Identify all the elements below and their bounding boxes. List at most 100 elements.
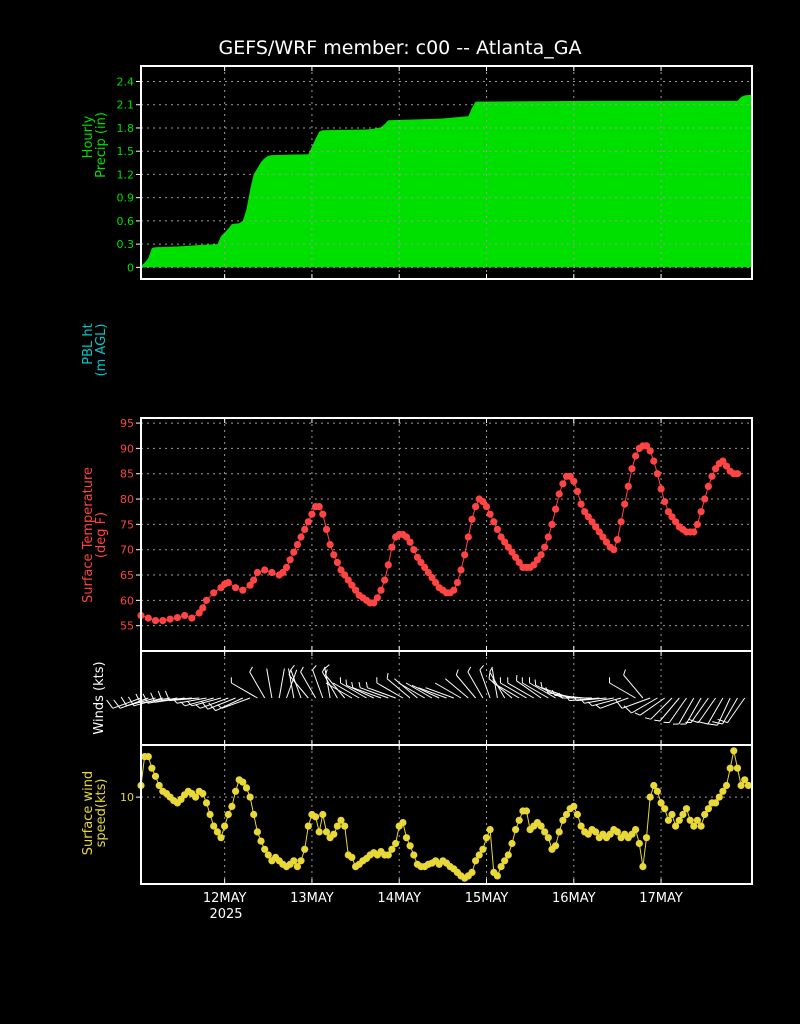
wind-barb-staff	[184, 697, 214, 707]
wind-speed-point	[348, 853, 356, 862]
wind-barb	[521, 677, 549, 699]
temperature-point	[239, 586, 247, 594]
wind-speed-point	[504, 851, 512, 859]
wind-speed-point	[228, 802, 236, 811]
wind-barb-flag	[615, 699, 623, 709]
temperature-point	[733, 470, 742, 478]
temperature-ytick-label: 90	[120, 442, 134, 455]
wind-speed-point	[192, 793, 200, 801]
wind-barb-staff	[199, 697, 229, 709]
wind-speed-point	[712, 799, 720, 807]
wind-barb-staff	[346, 684, 375, 699]
wind-barb	[507, 677, 535, 699]
wind-barb-staff	[529, 682, 556, 699]
temperature-ylabel-line2: (deg F)	[94, 512, 109, 558]
temperature-point	[461, 551, 469, 559]
wind-barb	[634, 697, 665, 716]
wind-barb	[398, 682, 425, 699]
wind-barb-staff	[249, 671, 266, 699]
wind-speed-point	[392, 839, 400, 848]
wind-barb-flag	[324, 664, 330, 669]
temperature-point	[406, 538, 414, 546]
wind-barb-flag	[489, 666, 493, 673]
temperature-point	[468, 515, 476, 523]
temperature-point	[304, 518, 312, 526]
wind-speed-point	[541, 828, 549, 836]
wind-barb-staff	[411, 684, 440, 699]
wind-barb	[180, 697, 214, 707]
wind-barb-flag	[558, 692, 563, 699]
wind-barb	[425, 687, 454, 699]
wind-barb	[672, 697, 695, 725]
wind-barb	[644, 697, 673, 720]
wind-barb-flag	[580, 698, 585, 704]
temperature-point	[482, 503, 491, 511]
temperature-point	[584, 513, 592, 521]
precip-ytick-label: 1.2	[117, 168, 135, 181]
temperature-point	[668, 513, 676, 521]
wind-barb-flag	[113, 699, 121, 709]
temperature-point	[352, 586, 360, 594]
wind-barb	[113, 697, 149, 709]
temperature-point	[610, 546, 618, 554]
wind-speed-point	[570, 802, 578, 811]
wind-speed-point	[221, 822, 229, 830]
temperature-line	[140, 445, 738, 622]
wind-speed-point	[472, 857, 480, 865]
wind-speed-point	[661, 805, 669, 813]
wind-barb-staff	[215, 697, 244, 712]
wind-speed-point	[693, 816, 702, 824]
temperature-point	[290, 548, 298, 556]
wind-barb-staff	[405, 682, 433, 699]
wind-speed-point	[202, 799, 211, 807]
wind-barb	[529, 677, 556, 699]
wind-speed-point	[148, 764, 156, 772]
temperature-point	[279, 568, 287, 577]
temperature-point	[617, 518, 625, 526]
wind-speed-point	[312, 813, 320, 821]
wind-barb-flag	[150, 692, 156, 703]
wind-speed-point	[388, 845, 396, 853]
precip-ytick-label: 2.1	[117, 99, 135, 112]
temperature-point	[173, 614, 181, 622]
wind-speed-point	[639, 863, 647, 871]
year-label: 2025	[209, 907, 242, 922]
temperature-point	[552, 505, 560, 513]
temperature-point	[555, 490, 563, 498]
wind-speed-point	[315, 828, 323, 836]
wind-speed-point	[475, 851, 483, 859]
temperature-ytick-label: 80	[120, 493, 134, 506]
wind-barb-flag	[288, 669, 292, 676]
wind-speed-point	[715, 793, 723, 801]
wind-speed-point	[704, 805, 713, 813]
wind-barb-staff	[727, 697, 746, 723]
pbl-ylabel-line2: (m AGL)	[94, 324, 109, 377]
wind-barb-staff	[650, 697, 673, 720]
temperature-point	[195, 609, 203, 617]
wind-speed-point	[384, 851, 392, 859]
temperature-ytick-label: 95	[120, 417, 134, 430]
temperature-point	[664, 508, 673, 516]
temperature-point	[653, 470, 662, 478]
wind-speed-point	[573, 810, 582, 819]
temperature-point	[486, 510, 494, 518]
wind-speed-point	[537, 822, 545, 830]
temperature-point	[210, 589, 218, 597]
temperature-point	[646, 447, 654, 455]
temperature-frame	[140, 417, 753, 652]
wind-speed-point	[682, 805, 691, 813]
wind-barb-staff	[455, 674, 476, 699]
wind-speed-point	[493, 872, 501, 880]
temperature-point	[693, 520, 702, 529]
wind-speed-point	[261, 845, 269, 853]
wind-barb-flag	[142, 693, 149, 704]
wind-barb-flag	[217, 704, 223, 709]
wind-barb-staff	[288, 674, 309, 699]
temperature-point	[381, 576, 389, 584]
temperature-point	[432, 579, 440, 587]
precip-ytick-label: 0.6	[117, 215, 135, 228]
wind-barb-flag	[707, 723, 718, 726]
wind-speed-point	[733, 764, 742, 772]
temperature-point	[151, 617, 160, 625]
wind-barb-staff	[690, 697, 709, 723]
